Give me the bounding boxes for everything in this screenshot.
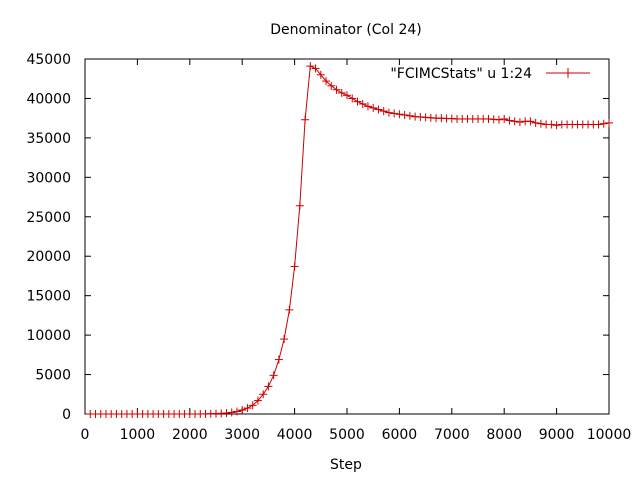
y-tick-label: 35000 xyxy=(26,131,71,147)
data-point xyxy=(332,85,341,94)
data-point xyxy=(238,406,247,415)
x-tick-label: 5000 xyxy=(329,427,365,443)
x-tick-label: 2000 xyxy=(172,427,208,443)
series-layer xyxy=(86,62,613,418)
x-tick-label: 8000 xyxy=(486,427,522,443)
data-point xyxy=(400,111,409,120)
data-point xyxy=(280,335,289,344)
data-point xyxy=(500,114,509,123)
y-tick-label: 30000 xyxy=(26,170,71,186)
data-point xyxy=(322,77,331,86)
data-point xyxy=(353,97,362,106)
data-point xyxy=(232,407,241,416)
data-point xyxy=(395,110,404,119)
data-point xyxy=(264,382,273,391)
data-point xyxy=(505,116,514,125)
data-point xyxy=(510,117,519,126)
data-point xyxy=(526,117,535,126)
data-point xyxy=(531,118,540,127)
legend-marker xyxy=(563,68,573,78)
x-tick-label: 6000 xyxy=(382,427,418,443)
data-point xyxy=(343,91,351,100)
y-tick-label: 15000 xyxy=(26,289,71,305)
data-point xyxy=(374,105,383,114)
data-point xyxy=(348,94,357,103)
data-point xyxy=(384,108,393,117)
data-point xyxy=(316,70,325,79)
x-tick-label: 4000 xyxy=(277,427,313,443)
y-tick-label: 10000 xyxy=(26,328,71,344)
data-point xyxy=(536,119,545,128)
y-tick-label: 25000 xyxy=(26,210,71,226)
data-point xyxy=(379,107,388,116)
data-point xyxy=(363,102,372,111)
data-point xyxy=(494,115,503,124)
y-tick-label: 45000 xyxy=(26,52,71,68)
data-point xyxy=(222,409,231,418)
data-point xyxy=(295,201,304,210)
data-point xyxy=(337,88,346,97)
data-point xyxy=(269,371,278,380)
data-point xyxy=(248,401,257,410)
y-tick-label: 20000 xyxy=(26,249,71,265)
data-point xyxy=(259,390,268,399)
data-point xyxy=(369,103,378,112)
data-point xyxy=(253,396,262,405)
data-point xyxy=(390,109,399,118)
data-point xyxy=(311,64,320,73)
data-point xyxy=(405,111,414,120)
data-point xyxy=(547,120,556,129)
data-point xyxy=(306,62,315,71)
data-point xyxy=(290,262,299,271)
x-tick-label: 7000 xyxy=(434,427,470,443)
x-tick-label: 1000 xyxy=(120,427,156,443)
legend: "FCIMCStats" u 1:24 xyxy=(390,66,590,82)
data-point xyxy=(301,115,310,124)
y-tick-label: 40000 xyxy=(26,91,71,107)
plot-frame xyxy=(84,58,610,415)
data-point xyxy=(515,118,524,127)
x-tick-label: 3000 xyxy=(224,427,260,443)
data-point xyxy=(552,121,561,130)
data-point xyxy=(599,119,608,128)
data-point xyxy=(243,404,252,413)
legend-label: "FCIMCStats" u 1:24 xyxy=(390,66,532,82)
x-axis: 0 1000 2000 3000 4000 5000 6000 7000 8000 9000 100… xyxy=(81,59,632,443)
data-point xyxy=(594,120,603,129)
y-axis: 0 5000 10000 15000 20000 25000 30000 35000 40000… xyxy=(26,52,609,423)
x-tick-label: 10000 xyxy=(587,427,632,443)
x-axis-label: Step xyxy=(330,457,362,473)
data-point xyxy=(358,99,367,108)
y-tick-label: 5000 xyxy=(35,368,71,384)
data-point xyxy=(605,118,613,127)
chart-title: Denominator (Col 24) xyxy=(270,22,422,38)
data-point xyxy=(285,305,294,314)
data-point xyxy=(327,81,336,90)
series-line xyxy=(90,65,610,415)
data-point xyxy=(227,408,236,417)
data-point xyxy=(274,355,283,364)
x-tick-label: 0 xyxy=(81,427,90,443)
y-tick-label: 0 xyxy=(62,407,71,423)
x-tick-label: 9000 xyxy=(539,427,575,443)
